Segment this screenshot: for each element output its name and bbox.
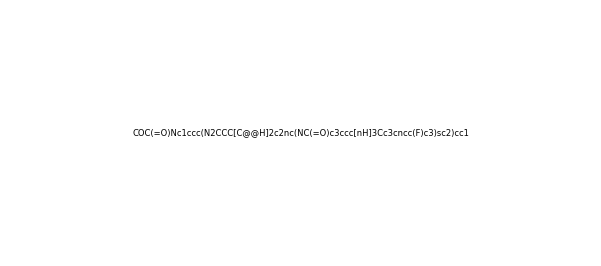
Text: COC(=O)Nc1ccc(N2CCC[C@@H]2c2nc(NC(=O)c3ccc[nH]3Cc3cncc(F)c3)sc2)cc1: COC(=O)Nc1ccc(N2CCC[C@@H]2c2nc(NC(=O)c3c… bbox=[132, 128, 469, 138]
